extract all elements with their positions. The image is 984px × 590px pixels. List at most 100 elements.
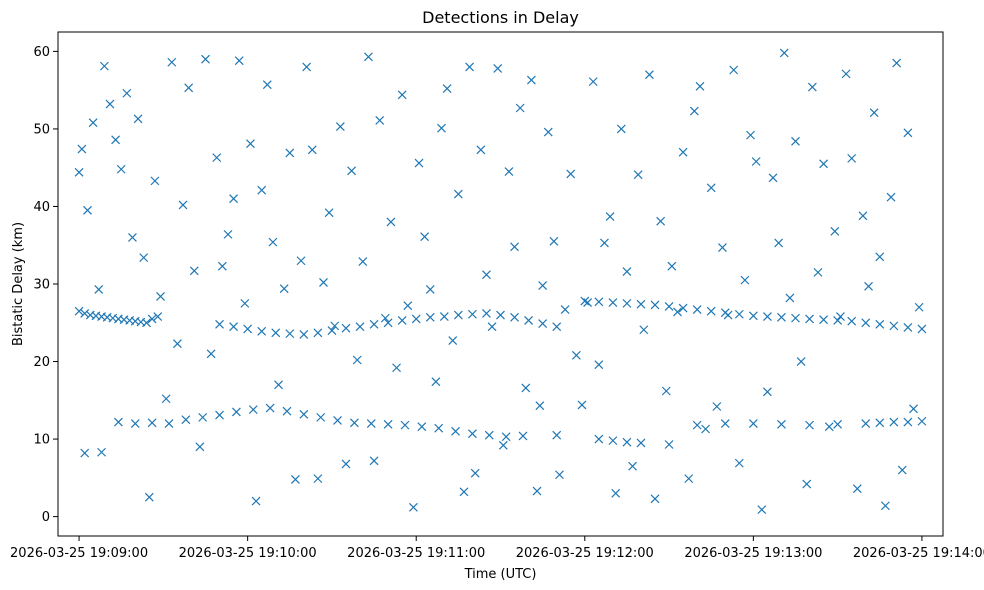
data-point <box>762 312 772 321</box>
data-point <box>605 212 615 221</box>
data-point <box>184 83 194 93</box>
data-point <box>892 58 902 68</box>
y-tick-label: 40 <box>33 200 50 215</box>
data-point <box>813 267 823 277</box>
data-point <box>257 185 267 195</box>
data-point <box>369 456 379 466</box>
x-axis: 2026-03-25 19:09:00 2026-03-25 19:10:00 20… <box>10 536 984 561</box>
data-point <box>167 57 177 67</box>
data-point <box>518 431 528 441</box>
data-point <box>437 123 446 133</box>
data-point <box>307 145 317 155</box>
data-point <box>526 75 536 85</box>
data-point <box>105 99 115 109</box>
data-point <box>841 69 851 79</box>
data-point <box>150 176 160 186</box>
data-point <box>347 166 357 176</box>
data-point <box>594 434 604 444</box>
data-point <box>383 318 393 328</box>
data-point <box>746 130 755 140</box>
data-point <box>231 407 241 417</box>
data-point <box>622 298 632 308</box>
data-point <box>97 447 106 457</box>
data-point <box>215 319 224 329</box>
data-point <box>453 310 463 320</box>
data-point <box>282 406 292 416</box>
data-point <box>600 238 609 248</box>
data-point <box>861 318 871 328</box>
data-point <box>333 416 342 425</box>
data-point <box>706 306 716 316</box>
data-point <box>521 383 531 393</box>
data-point <box>824 422 834 432</box>
data-point <box>695 81 705 91</box>
data-point <box>392 363 401 373</box>
data-point <box>667 261 677 271</box>
data-point <box>271 328 281 338</box>
data-point <box>364 52 373 62</box>
data-point <box>201 54 210 64</box>
data-point <box>352 355 362 365</box>
data-point <box>510 312 519 322</box>
data-point <box>774 238 784 248</box>
data-point <box>549 236 559 246</box>
data-point <box>796 357 806 366</box>
data-point <box>234 56 244 66</box>
data-point <box>411 314 421 324</box>
data-point <box>383 419 393 429</box>
data-point <box>74 167 84 177</box>
data-point <box>580 296 590 306</box>
data-point <box>897 465 907 475</box>
data-point <box>636 299 646 309</box>
data-point <box>420 232 430 242</box>
data-point <box>510 242 519 252</box>
data-point <box>664 440 674 449</box>
y-tick-label: 30 <box>33 278 50 293</box>
data-point <box>195 442 205 452</box>
data-point <box>757 505 767 515</box>
y-tick-label: 60 <box>33 45 50 60</box>
data-point <box>805 420 814 430</box>
y-axis: 0 10 20 30 40 50 60 <box>33 45 58 525</box>
data-point <box>380 313 390 323</box>
data-point <box>130 419 140 428</box>
data-point <box>397 316 407 325</box>
data-point <box>290 474 300 484</box>
data-point <box>836 312 845 321</box>
y-tick-label: 10 <box>33 433 50 448</box>
data-point <box>684 474 694 484</box>
data-point <box>616 124 626 134</box>
data-point <box>880 501 890 511</box>
data-point <box>147 418 157 428</box>
data-point <box>302 62 312 72</box>
data-point <box>358 257 368 266</box>
data-point <box>246 139 255 149</box>
data-point <box>355 322 365 332</box>
data-point <box>712 402 722 411</box>
data-point <box>571 350 581 360</box>
data-point <box>720 419 730 428</box>
data-point <box>538 319 548 328</box>
data-point <box>400 420 410 430</box>
data-point <box>777 312 786 322</box>
y-tick-label: 0 <box>42 510 50 525</box>
data-point <box>156 291 165 301</box>
data-point <box>139 253 149 263</box>
data-point <box>217 261 227 271</box>
data-point <box>113 417 123 427</box>
data-point <box>833 419 843 429</box>
data-point <box>644 70 654 80</box>
data-point <box>847 316 857 326</box>
y-tick-label: 50 <box>33 122 50 137</box>
data-point <box>909 404 918 414</box>
data-point <box>257 326 267 336</box>
data-point <box>594 360 604 370</box>
data-point <box>80 309 90 318</box>
data-point <box>80 448 90 458</box>
data-point <box>299 329 309 339</box>
data-point <box>650 494 660 504</box>
data-point <box>583 298 593 308</box>
data-point <box>751 157 761 166</box>
